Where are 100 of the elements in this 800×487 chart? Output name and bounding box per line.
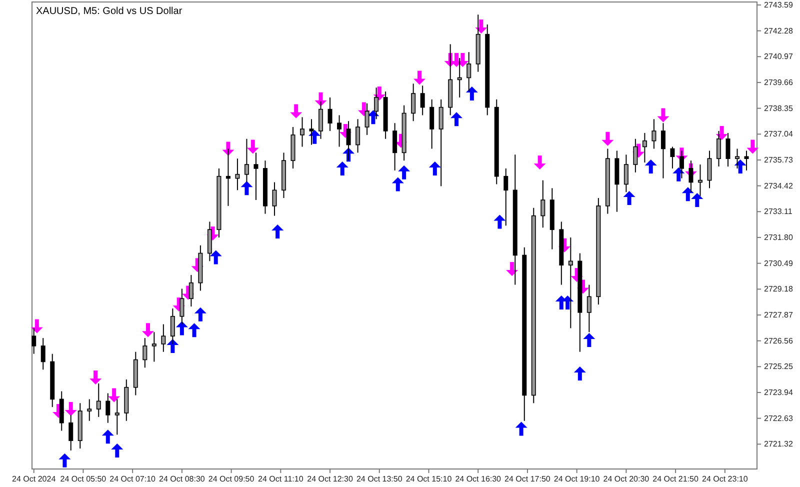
- x-tick-label: 24 Oct 15:10: [406, 474, 452, 484]
- point: [494, 214, 506, 229]
- point: [290, 104, 302, 118]
- y-tick-label: 2733.11: [764, 207, 793, 216]
- point: [188, 323, 200, 338]
- y-tick-label: 2731.80: [764, 233, 794, 242]
- candlestick: [96, 382, 101, 418]
- candlestick: [679, 150, 684, 179]
- candlestick: [374, 87, 379, 120]
- point: [30, 319, 43, 334]
- y-tick-label: 2738.35: [764, 104, 794, 113]
- point: [336, 161, 348, 176]
- x-tick-label: 24 Oct 12:30: [307, 474, 354, 484]
- chart-title: XAUUSD, M5: Gold vs US Dollar: [36, 6, 183, 17]
- point: [111, 443, 124, 458]
- candlestick: [235, 158, 240, 191]
- point: [108, 388, 120, 402]
- candlestick: [356, 118, 360, 154]
- point: [506, 262, 518, 276]
- candlestick: [309, 118, 314, 146]
- candlestick: [568, 236, 573, 329]
- candlestick: [540, 180, 546, 228]
- y-tick-label: 2729.18: [764, 284, 794, 294]
- point: [746, 140, 759, 154]
- point: [166, 338, 179, 353]
- x-tick-label: 24 Oct 20:30: [603, 474, 650, 484]
- candlestick: [114, 398, 120, 436]
- point: [308, 130, 321, 144]
- candlestick: [226, 148, 230, 206]
- point: [691, 193, 704, 207]
- candlestick: [504, 168, 508, 226]
- point: [373, 86, 386, 101]
- candlestick: [670, 146, 675, 169]
- point: [672, 167, 685, 182]
- point: [413, 70, 426, 85]
- candlestick: [346, 120, 351, 162]
- candlestick: [170, 308, 175, 344]
- candlestick: [161, 324, 166, 352]
- y-tick-label: 2735.73: [764, 156, 794, 165]
- y-tick-label: 2726.56: [764, 336, 794, 346]
- candlestick: [32, 328, 36, 354]
- candlestick: [633, 138, 638, 173]
- x-tick-label: 24 Oct 17:50: [504, 474, 551, 484]
- candlestick: [466, 52, 472, 92]
- candlestick: [698, 164, 702, 197]
- y-tick-label: 2739.66: [764, 78, 794, 88]
- point: [583, 333, 596, 348]
- point: [515, 422, 528, 436]
- point: [644, 159, 657, 174]
- candlestick: [328, 96, 332, 132]
- point: [534, 156, 546, 170]
- candlestick: [142, 338, 148, 368]
- point: [475, 19, 488, 34]
- point: [602, 132, 614, 146]
- candlestick: [392, 122, 398, 171]
- point: [428, 161, 441, 176]
- point: [176, 321, 188, 336]
- y-tick-label: 2727.87: [764, 310, 794, 320]
- candlestick: [586, 284, 592, 333]
- candlestick: [430, 98, 434, 150]
- candlestick: [438, 98, 444, 187]
- point: [392, 177, 404, 192]
- candlestick: [364, 102, 370, 136]
- x-tick-label: 24 Oct 09:50: [208, 474, 255, 484]
- point: [716, 126, 728, 140]
- candlestick: [744, 150, 749, 171]
- candlestick: [337, 114, 342, 148]
- point: [367, 110, 380, 124]
- point: [734, 159, 746, 174]
- x-tick-label: 24 Oct 05:50: [60, 474, 107, 484]
- y-tick-label: 2742.28: [764, 26, 794, 36]
- candlestick: [420, 85, 425, 116]
- point: [194, 307, 206, 322]
- y-tick-label: 2730.49: [764, 258, 794, 268]
- point: [314, 92, 327, 106]
- candlestick: [707, 150, 712, 189]
- candlestick: [624, 154, 628, 193]
- candlestick: [652, 118, 656, 150]
- y-tick-label: 2734.42: [764, 181, 794, 190]
- y-tick-label: 2743.59: [764, 0, 794, 10]
- y-tick-label: 2723.94: [764, 388, 794, 398]
- candlestick: [254, 152, 258, 200]
- y-tick-label: 2740.97: [764, 52, 794, 62]
- candlestick: [735, 148, 740, 169]
- candlestick: [300, 116, 305, 148]
- x-tick-label: 24 Oct 07:10: [110, 474, 156, 484]
- candlestick: [152, 332, 156, 362]
- candlestick: [87, 398, 92, 422]
- point: [450, 112, 463, 126]
- candlestick: [188, 274, 194, 307]
- point: [58, 453, 71, 468]
- candlestick: [40, 338, 46, 370]
- point: [398, 165, 410, 180]
- x-tick-label: 24 Oct 11:10: [258, 474, 304, 484]
- x-tick-label: 24 Oct 21:50: [652, 474, 700, 484]
- point: [466, 86, 478, 101]
- candlestick: [180, 288, 184, 325]
- candlestick: [457, 58, 462, 98]
- point: [682, 187, 694, 202]
- candlestick: [726, 132, 730, 167]
